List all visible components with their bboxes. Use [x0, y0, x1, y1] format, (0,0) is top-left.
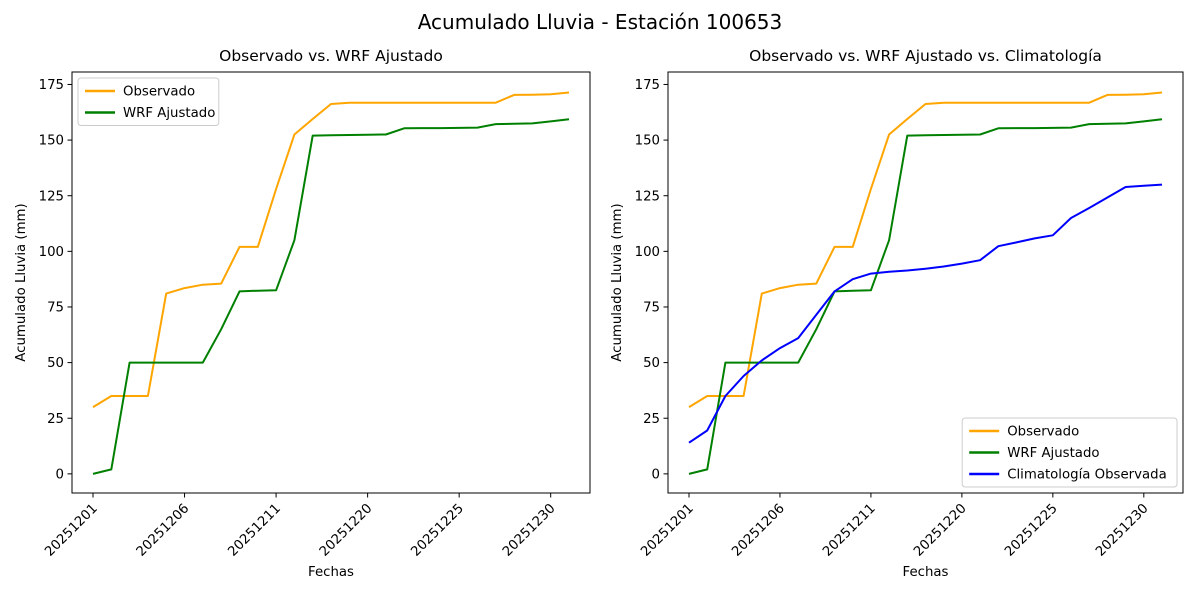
- y-tick-label: 100: [39, 245, 64, 260]
- x-tick-label: 20251211: [820, 501, 878, 559]
- x-tick-label: 20251211: [225, 501, 283, 559]
- legend: Observado WRF Ajustado Climatología Observ…: [961, 417, 1178, 488]
- x-tick-label: 20251201: [638, 501, 696, 559]
- series-line-climatolog-a-observada: [688, 183, 1163, 444]
- y-tick-label: 175: [39, 78, 64, 93]
- x-tick-label: 20251220: [317, 501, 375, 559]
- x-tick-label: 20251201: [42, 501, 100, 559]
- y-axis-label: Acumulado Lluvia (mm): [610, 203, 625, 361]
- x-tick-label: 20251206: [134, 501, 192, 559]
- y-tick-label: 75: [643, 301, 660, 316]
- axes-frame: [667, 71, 1184, 494]
- series-line-wrf-ajustado: [688, 118, 1163, 475]
- y-tick-label: 25: [47, 412, 64, 427]
- figure-suptitle: Acumulado Lluvia - Estación 100653: [418, 10, 783, 34]
- y-tick-label: 50: [47, 356, 64, 371]
- x-axis-label: Fechas: [903, 565, 949, 580]
- legend-label: WRF Ajustado: [1007, 446, 1099, 461]
- y-tick-label: 100: [635, 245, 660, 260]
- x-tick-label: 20251225: [409, 501, 467, 559]
- x-axis-label: Fechas: [308, 565, 354, 580]
- legend-label: WRF Ajustado: [123, 106, 215, 121]
- x-tick-label: 20251206: [729, 501, 787, 559]
- series-line-observado: [92, 91, 570, 408]
- y-tick-label: 150: [39, 134, 64, 149]
- legend-label: Climatología Observada: [1007, 467, 1167, 483]
- right-chart-observado-wrf-climatologia: 0 25 50 75 100 125 150 175 20251201 20251206 20251…: [610, 47, 1184, 580]
- axes-frame: [71, 71, 591, 494]
- y-tick-label: 0: [652, 467, 660, 482]
- y-tick-label: 125: [39, 189, 64, 204]
- x-tick-label: 20251225: [1002, 501, 1060, 559]
- legend: Observado WRF Ajustado: [77, 77, 220, 126]
- chart-title: Observado vs. WRF Ajustado: [219, 47, 443, 65]
- x-tick-label: 20251230: [1093, 501, 1151, 559]
- y-tick-label: 150: [635, 134, 660, 149]
- y-tick-label: 50: [643, 356, 660, 371]
- y-tick-label: 125: [635, 189, 660, 204]
- y-tick-label: 0: [56, 467, 64, 482]
- series-line-observado: [688, 91, 1163, 408]
- left-chart-observado-vs-wrf: 0 25 50 75 100 125 150 175 20251201 20251206 20251…: [14, 47, 591, 580]
- chart-title: Observado vs. WRF Ajustado vs. Climatolo…: [749, 47, 1102, 65]
- legend-label: Observado: [123, 85, 195, 100]
- x-tick-label: 20251230: [500, 501, 558, 559]
- y-axis-label: Acumulado Lluvia (mm): [14, 203, 29, 361]
- x-tick-label: 20251220: [911, 501, 969, 559]
- y-tick-label: 75: [47, 301, 64, 316]
- legend-label: Observado: [1007, 425, 1079, 440]
- y-tick-label: 175: [635, 78, 660, 93]
- legend-box: [961, 417, 1178, 488]
- y-tick-label: 25: [643, 412, 660, 427]
- series-line-wrf-ajustado: [92, 118, 570, 475]
